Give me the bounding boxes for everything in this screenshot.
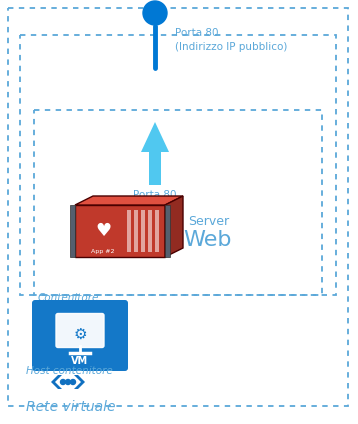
Text: Porta 80: Porta 80 xyxy=(133,190,177,200)
Bar xyxy=(20,35,336,295)
Text: Rete virtuale: Rete virtuale xyxy=(26,400,116,414)
Text: Contenitore: Contenitore xyxy=(38,293,100,303)
Text: VM: VM xyxy=(72,356,88,366)
Bar xyxy=(141,210,145,252)
Circle shape xyxy=(66,379,71,385)
Circle shape xyxy=(61,379,66,385)
Text: Host contenitore: Host contenitore xyxy=(26,366,113,376)
Circle shape xyxy=(143,1,167,25)
Bar xyxy=(148,210,152,252)
Bar xyxy=(127,210,131,252)
Bar xyxy=(34,110,322,295)
Bar xyxy=(70,205,75,257)
Text: Web: Web xyxy=(183,230,232,250)
Bar xyxy=(155,210,159,252)
Polygon shape xyxy=(141,122,169,185)
Text: ⚙: ⚙ xyxy=(73,327,87,342)
Polygon shape xyxy=(74,375,85,389)
Polygon shape xyxy=(75,196,183,205)
Text: ♥: ♥ xyxy=(95,222,111,240)
FancyBboxPatch shape xyxy=(32,300,128,371)
Polygon shape xyxy=(165,196,183,257)
Circle shape xyxy=(71,379,76,385)
Polygon shape xyxy=(51,375,62,389)
Bar xyxy=(165,205,170,257)
Bar xyxy=(75,205,165,257)
Bar xyxy=(134,210,138,252)
Text: App #2: App #2 xyxy=(91,248,115,254)
Text: Server: Server xyxy=(188,215,229,228)
Text: Porta 80
(Indirizzo IP pubblico): Porta 80 (Indirizzo IP pubblico) xyxy=(175,28,287,52)
FancyBboxPatch shape xyxy=(56,313,104,348)
